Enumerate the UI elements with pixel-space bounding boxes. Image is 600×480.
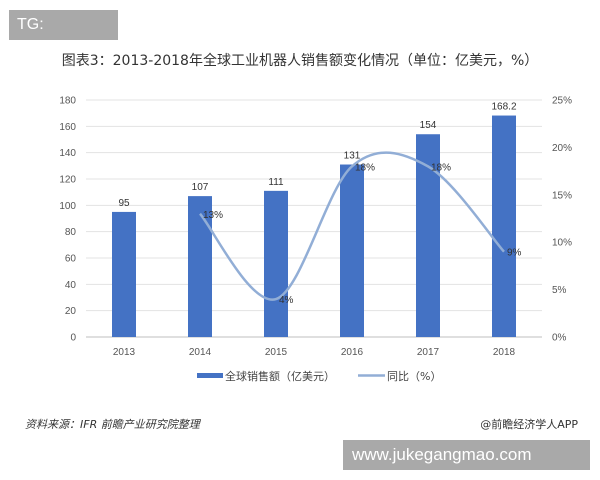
bar-label: 154 xyxy=(420,120,437,131)
line-label: 18% xyxy=(431,162,451,173)
y-tick-right: 25% xyxy=(552,96,572,107)
line-series xyxy=(199,151,505,301)
line-label: 9% xyxy=(507,248,522,259)
y-tick-left: 120 xyxy=(59,175,76,186)
y-tick-right: 15% xyxy=(552,190,572,201)
x-tick: 2015 xyxy=(265,347,288,358)
x-tick: 2014 xyxy=(189,347,212,358)
y-tick-left: 140 xyxy=(59,148,76,159)
chart-title: 图表3：2013-2018年全球工业机器人销售额变化情况（单位：亿美元，%） xyxy=(61,53,539,69)
bar-label: 107 xyxy=(192,182,209,193)
credit: @前瞻经济学人APP xyxy=(480,418,578,431)
legend-line-label: 同比（%） xyxy=(387,370,441,383)
y-tick-left: 100 xyxy=(59,201,76,212)
watermark-top: TG: MYYJJPP xyxy=(9,10,118,63)
x-tick: 2013 xyxy=(113,347,136,358)
bar xyxy=(188,196,212,337)
bar xyxy=(340,164,364,337)
y-tick-left: 80 xyxy=(65,227,77,238)
x-tick: 2018 xyxy=(493,347,516,358)
y-tick-right: 5% xyxy=(552,285,567,296)
legend-bar-label: 全球销售额（亿美元） xyxy=(225,369,335,383)
y-tick-left: 20 xyxy=(65,306,77,317)
line-label: 4% xyxy=(279,295,294,306)
y-tick-right: 20% xyxy=(552,143,572,154)
x-tick: 2016 xyxy=(341,347,364,358)
bar-label: 131 xyxy=(344,151,361,162)
bar xyxy=(492,115,516,337)
watermark-bottom: www.jukegangmao.com xyxy=(343,440,590,470)
y-tick-left: 160 xyxy=(59,122,76,133)
line-label: 18% xyxy=(355,162,375,173)
source-note: 资料来源：IFR 前瞻产业研究院整理 xyxy=(25,418,200,431)
y-tick-left: 60 xyxy=(65,254,77,265)
bar xyxy=(416,134,440,337)
y-tick-right: 10% xyxy=(552,238,572,249)
bar xyxy=(264,190,288,337)
legend-bar-swatch xyxy=(197,373,223,378)
bar-label: 111 xyxy=(268,177,284,188)
line-label: 13% xyxy=(203,210,223,221)
bar xyxy=(112,211,136,337)
x-tick: 2017 xyxy=(417,347,440,358)
y-tick-left: 180 xyxy=(59,96,76,107)
bar-label: 168.2 xyxy=(491,102,516,113)
y-tick-left: 0 xyxy=(70,333,76,344)
y-tick-left: 40 xyxy=(65,280,77,291)
y-tick-right: 0% xyxy=(552,333,567,344)
bar-label: 95 xyxy=(118,198,130,209)
